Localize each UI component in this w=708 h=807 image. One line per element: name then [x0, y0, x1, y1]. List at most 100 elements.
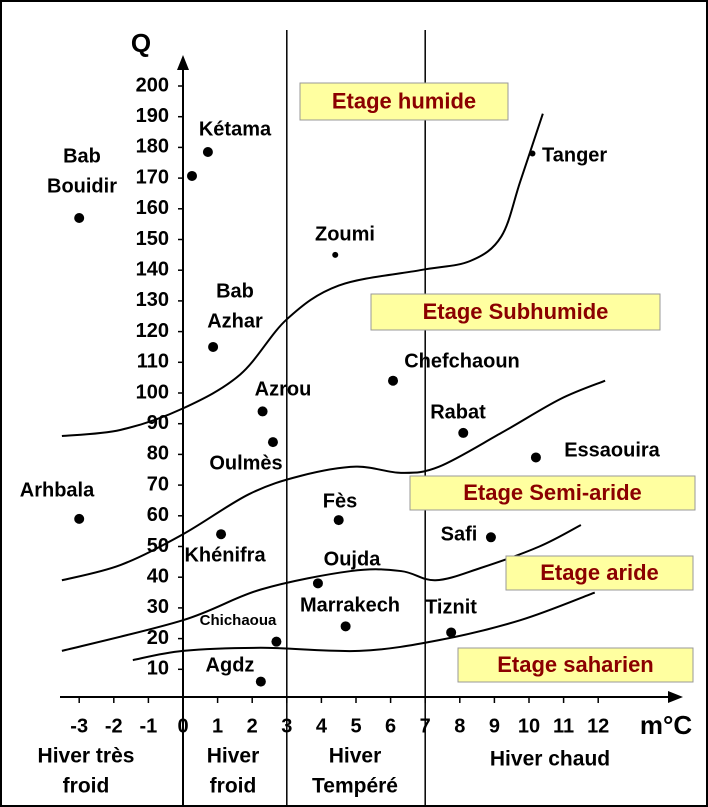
zone-label: Etage humide: [332, 88, 476, 113]
y-tick-label: 140: [136, 258, 169, 280]
station-label: Chefchaoun: [404, 350, 520, 372]
station-point: [446, 627, 457, 638]
y-axis-arrow: [177, 55, 189, 70]
boundary-curve: [61, 113, 544, 437]
x-tick-label: 7: [420, 715, 431, 737]
y-tick-label: 40: [147, 565, 169, 587]
station-label: Chichaoua: [200, 612, 277, 629]
boundary-curve: [61, 379, 606, 582]
y-tick-label: 20: [147, 627, 169, 649]
station-label: Fès: [323, 490, 357, 512]
x-tick-label: 12: [587, 715, 609, 737]
y-tick-label: 110: [137, 351, 169, 373]
y-tick-label: 170: [136, 166, 169, 188]
station-point: [485, 532, 496, 543]
station-label: Khénifra: [184, 544, 266, 566]
zone-box: [299, 82, 509, 121]
station-label: Rabat: [430, 401, 486, 423]
x-tick-label: 11: [553, 715, 574, 737]
y-tick-label: 30: [147, 596, 169, 618]
station-label: Marrakech: [300, 594, 400, 616]
station-point: [267, 437, 278, 448]
y-tick-label: 120: [136, 320, 169, 342]
station-point: [333, 515, 344, 526]
station-point: [340, 621, 351, 632]
station-label: Tanger: [542, 144, 607, 166]
winter-label: froid: [63, 775, 110, 798]
station-point: [202, 147, 213, 158]
x-tick-label: 4: [316, 715, 328, 737]
x-tick-label: 10: [518, 715, 540, 737]
x-tick-label: 6: [385, 715, 396, 737]
x-tick-label: -1: [140, 715, 158, 737]
x-tick-label: 1: [212, 715, 223, 737]
station-label: Agdz: [206, 654, 255, 676]
x-tick-label: 3: [281, 715, 292, 737]
y-tick-label: 70: [147, 473, 169, 495]
station-point: [216, 529, 227, 540]
zone-box: [370, 293, 661, 331]
station-label: Kétama: [199, 118, 272, 140]
station-point: [332, 251, 339, 258]
station-label: Azrou: [255, 378, 312, 400]
station-point: [208, 341, 219, 352]
station-label: Oulmès: [209, 452, 282, 474]
zone-label: Etage saharien: [497, 652, 654, 677]
x-axis-arrow: [668, 691, 683, 703]
station-point: [312, 578, 323, 589]
station-point: [458, 427, 469, 438]
x-tick-label: 0: [177, 715, 188, 737]
station-point: [186, 170, 197, 181]
station-point: [529, 150, 536, 157]
x-tick-label: 9: [489, 715, 500, 737]
station-label: Arhbala: [20, 479, 95, 501]
station-label: Bab: [63, 145, 101, 167]
station-label: Zoumi: [315, 223, 375, 245]
x-tick-label: 2: [247, 715, 258, 737]
x-tick-label: -3: [70, 715, 88, 737]
y-tick-label: 80: [147, 443, 169, 465]
station-point: [530, 452, 541, 463]
station-label: Bab: [216, 280, 254, 302]
zone-label: Etage Subhumide: [423, 299, 609, 324]
y-axis-label: Q: [131, 28, 151, 58]
y-tick-label: 130: [136, 289, 169, 311]
station-point: [255, 676, 266, 687]
zone-box: [409, 475, 696, 511]
y-tick-label: 180: [136, 136, 169, 158]
boundary-curve: [132, 591, 596, 662]
y-tick-label: 150: [136, 228, 169, 250]
station-label: Safi: [441, 523, 478, 545]
x-axis-label: m°C: [640, 710, 693, 740]
winter-label: Tempéré: [312, 775, 398, 798]
x-tick-label: 8: [454, 715, 465, 737]
station-point: [271, 636, 282, 647]
winter-label: froid: [210, 775, 257, 798]
station-label: Tiznit: [425, 596, 477, 618]
station-point: [74, 213, 85, 224]
zone-box: [505, 555, 694, 591]
y-tick-label: 160: [136, 197, 169, 219]
winter-label: Hiver chaud: [490, 748, 610, 771]
station-point: [74, 513, 85, 524]
y-tick-label: 100: [136, 381, 169, 403]
station-label: Bouidir: [47, 175, 117, 197]
station-label: Essaouira: [564, 439, 660, 461]
y-tick-label: 200: [136, 74, 169, 96]
x-tick-label: -2: [105, 715, 123, 737]
station-label: Azhar: [207, 310, 263, 332]
y-tick-label: 60: [147, 504, 169, 526]
y-tick-label: 10: [147, 658, 169, 680]
station-point: [257, 406, 268, 417]
winter-label: Hiver: [207, 745, 260, 768]
y-tick-label: 50: [147, 535, 169, 557]
winter-label: Hiver: [329, 745, 382, 768]
zone-label: Etage Semi-aride: [463, 480, 642, 505]
station-point: [388, 375, 399, 386]
station-label: Oujda: [324, 548, 382, 570]
y-tick-label: 190: [136, 105, 169, 127]
zone-label: Etage aride: [540, 560, 659, 585]
